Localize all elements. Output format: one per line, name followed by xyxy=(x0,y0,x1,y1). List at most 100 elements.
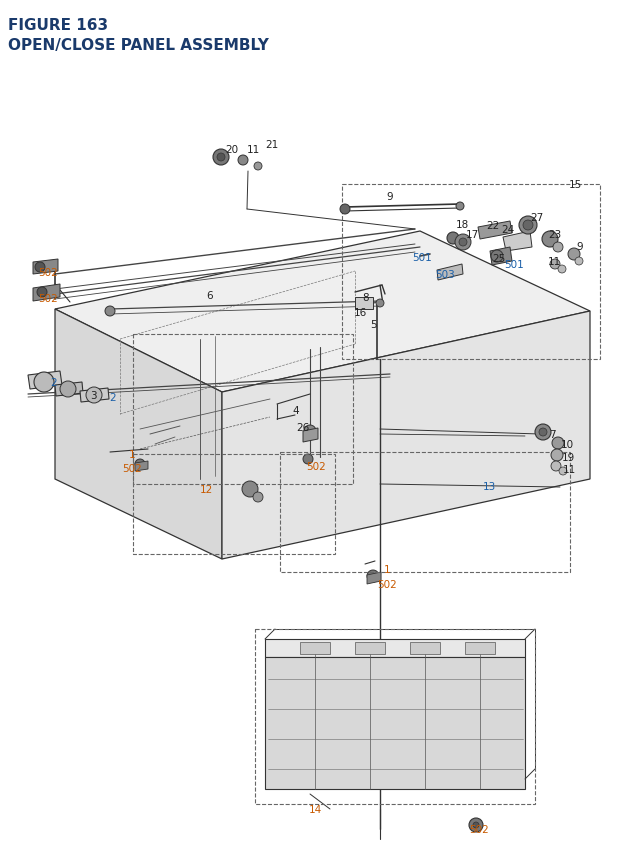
Circle shape xyxy=(456,202,464,211)
Circle shape xyxy=(469,818,483,832)
Circle shape xyxy=(551,449,563,461)
Circle shape xyxy=(473,822,479,828)
Text: 502: 502 xyxy=(122,463,142,474)
Polygon shape xyxy=(478,222,512,239)
Text: 23: 23 xyxy=(548,230,562,239)
Circle shape xyxy=(523,220,533,231)
Text: 21: 21 xyxy=(266,139,278,150)
Bar xyxy=(133,335,353,485)
Text: 2: 2 xyxy=(109,393,116,403)
Bar xyxy=(410,642,440,654)
Circle shape xyxy=(254,163,262,170)
Polygon shape xyxy=(135,461,148,472)
Bar xyxy=(300,642,330,654)
Text: 15: 15 xyxy=(568,180,582,189)
Text: 12: 12 xyxy=(200,485,212,494)
Polygon shape xyxy=(80,388,109,403)
Text: 13: 13 xyxy=(483,481,495,492)
Text: 25: 25 xyxy=(492,254,506,263)
Text: OPEN/CLOSE PANEL ASSEMBLY: OPEN/CLOSE PANEL ASSEMBLY xyxy=(8,38,269,53)
Text: 20: 20 xyxy=(225,145,239,155)
Circle shape xyxy=(519,217,537,235)
Text: 2: 2 xyxy=(51,378,58,387)
Text: 1: 1 xyxy=(384,564,390,574)
Text: 27: 27 xyxy=(531,213,543,223)
Text: 3: 3 xyxy=(90,391,96,400)
Polygon shape xyxy=(33,285,60,301)
Text: 10: 10 xyxy=(561,439,573,449)
Circle shape xyxy=(213,150,229,166)
Text: 19: 19 xyxy=(561,453,575,462)
Circle shape xyxy=(553,243,563,253)
Text: 16: 16 xyxy=(353,307,367,318)
Polygon shape xyxy=(55,232,590,393)
Text: 502: 502 xyxy=(306,461,326,472)
Text: 9: 9 xyxy=(387,192,394,201)
Circle shape xyxy=(303,455,313,464)
Polygon shape xyxy=(303,429,318,443)
Text: 7: 7 xyxy=(548,430,556,439)
Circle shape xyxy=(376,300,384,307)
Circle shape xyxy=(447,232,459,245)
Bar xyxy=(342,185,600,360)
Text: 9: 9 xyxy=(577,242,583,251)
Circle shape xyxy=(551,461,561,472)
Circle shape xyxy=(34,373,54,393)
Circle shape xyxy=(304,425,316,437)
Text: FIGURE 163: FIGURE 163 xyxy=(8,18,108,33)
Polygon shape xyxy=(437,264,463,281)
Text: 502: 502 xyxy=(469,824,489,834)
Polygon shape xyxy=(490,248,512,266)
Polygon shape xyxy=(367,573,381,585)
Polygon shape xyxy=(55,310,222,560)
Text: 502: 502 xyxy=(38,268,58,278)
Circle shape xyxy=(455,235,471,251)
Polygon shape xyxy=(33,260,58,275)
Text: 4: 4 xyxy=(292,406,300,416)
Circle shape xyxy=(60,381,76,398)
Text: 14: 14 xyxy=(308,804,322,814)
Circle shape xyxy=(575,257,583,266)
Circle shape xyxy=(367,570,379,582)
Bar xyxy=(280,453,570,573)
Circle shape xyxy=(459,238,467,247)
Circle shape xyxy=(253,492,263,503)
Bar xyxy=(355,642,385,654)
Polygon shape xyxy=(503,232,532,251)
Bar xyxy=(133,455,335,554)
Polygon shape xyxy=(265,657,525,789)
Circle shape xyxy=(559,468,567,475)
Polygon shape xyxy=(222,312,590,560)
Circle shape xyxy=(491,251,503,263)
Circle shape xyxy=(542,232,558,248)
Text: 6: 6 xyxy=(207,291,213,300)
Circle shape xyxy=(552,437,564,449)
Circle shape xyxy=(340,205,350,214)
Text: 26: 26 xyxy=(296,423,310,432)
Circle shape xyxy=(135,460,145,469)
Text: 18: 18 xyxy=(456,220,468,230)
Text: 1: 1 xyxy=(129,449,135,460)
Bar xyxy=(465,642,495,654)
Text: 8: 8 xyxy=(363,293,369,303)
Text: 502: 502 xyxy=(377,579,397,589)
Circle shape xyxy=(105,307,115,317)
Text: 22: 22 xyxy=(486,220,500,231)
Bar xyxy=(255,629,535,804)
Circle shape xyxy=(238,156,248,166)
Text: 11: 11 xyxy=(246,145,260,155)
Text: 501: 501 xyxy=(504,260,524,269)
Circle shape xyxy=(558,266,566,274)
Circle shape xyxy=(217,154,225,162)
Circle shape xyxy=(242,481,258,498)
Text: 24: 24 xyxy=(501,225,515,235)
Circle shape xyxy=(568,249,580,261)
Text: 11: 11 xyxy=(563,464,575,474)
Circle shape xyxy=(539,429,547,437)
Circle shape xyxy=(550,260,560,269)
Text: 5: 5 xyxy=(370,319,376,330)
Text: 502: 502 xyxy=(38,294,58,304)
Circle shape xyxy=(35,263,45,273)
Polygon shape xyxy=(265,639,525,657)
Polygon shape xyxy=(28,372,62,389)
